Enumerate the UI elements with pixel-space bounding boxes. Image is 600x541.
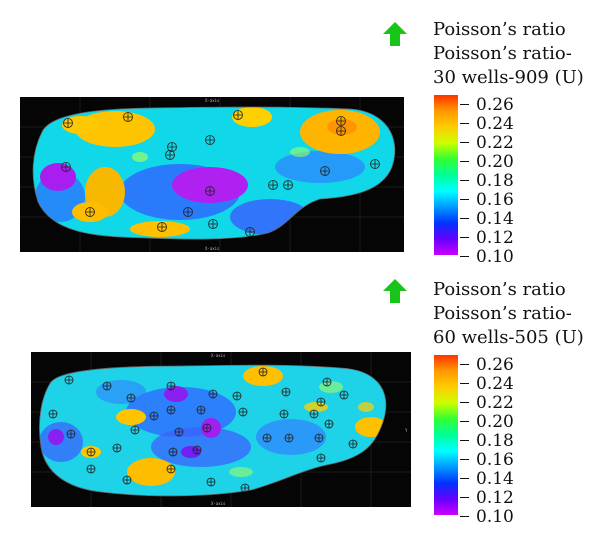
bottom-tick-1: 0.24 — [460, 376, 514, 393]
top-map-svg — [20, 97, 404, 252]
bottom-map-view: X-axis X-axis Y — [31, 352, 411, 507]
bottom-tick-5: 0.16 — [460, 452, 514, 469]
top-property-map — [33, 107, 395, 240]
bottom-map-axis-right: Y — [405, 428, 408, 433]
top-legend-title-1: Poisson’s ratio — [433, 19, 566, 40]
top-colorbar — [434, 95, 458, 255]
top-tick-0: 0.26 — [460, 97, 514, 114]
top-map-view: X-axis X-axis — [20, 97, 404, 252]
top-map-axis-top: X-axis — [205, 98, 220, 103]
top-tick-8: 0.10 — [460, 249, 514, 266]
top-panel: X-axis X-axis Poisson’s ratio Poisson’s … — [0, 0, 600, 270]
bottom-tick-6: 0.14 — [460, 471, 514, 488]
top-tick-2: 0.22 — [460, 135, 514, 152]
top-tick-5: 0.16 — [460, 192, 514, 209]
bottom-map-svg — [31, 352, 411, 507]
bottom-north-arrow-icon — [383, 279, 407, 303]
top-tick-7: 0.12 — [460, 230, 514, 247]
top-tick-1: 0.24 — [460, 116, 514, 133]
top-tick-6: 0.14 — [460, 211, 514, 228]
bottom-tick-7: 0.12 — [460, 490, 514, 507]
bottom-tick-2: 0.22 — [460, 395, 514, 412]
top-legend-title-3: 30 wells-909 (U) — [433, 67, 584, 88]
top-map-axis-bottom: X-axis — [205, 246, 220, 251]
bottom-well-markers — [48, 367, 358, 493]
bottom-legend-title-2: Poisson’s ratio- — [433, 303, 572, 324]
bottom-tick-8: 0.10 — [460, 509, 514, 526]
bottom-panel: X-axis X-axis Y Poisson’s ratio Poisson’… — [0, 270, 600, 541]
bottom-property-map — [39, 365, 386, 496]
bottom-tick-3: 0.20 — [460, 414, 514, 431]
bottom-map-axis-bottom: X-axis — [211, 501, 226, 506]
bottom-tick-4: 0.18 — [460, 433, 514, 450]
bottom-legend-title-1: Poisson’s ratio — [433, 279, 566, 300]
top-tick-3: 0.20 — [460, 154, 514, 171]
top-well-markers — [61, 110, 380, 237]
bottom-map-axis-top: X-axis — [211, 353, 226, 358]
bottom-colorbar — [434, 355, 458, 515]
top-tick-4: 0.18 — [460, 173, 514, 190]
bottom-legend-title-3: 60 wells-505 (U) — [433, 327, 584, 348]
top-north-arrow-icon — [383, 22, 407, 46]
bottom-tick-0: 0.26 — [460, 357, 514, 374]
top-legend-title-2: Poisson’s ratio- — [433, 43, 572, 64]
